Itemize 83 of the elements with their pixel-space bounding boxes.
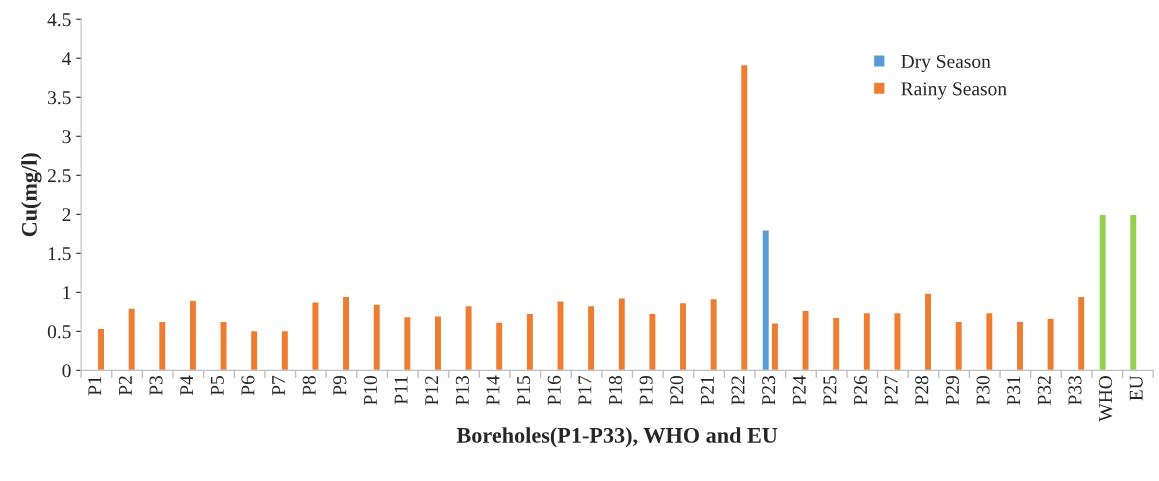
bar <box>739 63 749 371</box>
bar <box>341 295 351 371</box>
x-tick-label: P31 <box>1007 376 1021 405</box>
bar <box>617 297 627 371</box>
x-tick-label: P3 <box>149 375 163 396</box>
bar <box>1015 320 1025 371</box>
bar <box>801 309 810 371</box>
x-tick-label: EU <box>1129 375 1143 401</box>
x-tick-label: P12 <box>425 376 439 405</box>
x-axis-title: Boreholes(P1-P33), WHO and EU <box>456 427 778 448</box>
x-tick-label: P23 <box>762 375 776 405</box>
x-tick-label: P21 <box>700 376 714 405</box>
bar <box>219 320 228 371</box>
x-tick-label: P26 <box>854 375 868 405</box>
y-tick-label: 4.5 <box>47 13 71 27</box>
bar <box>709 297 719 371</box>
bar <box>678 301 688 371</box>
x-tick-label: P18 <box>608 375 623 405</box>
bar <box>954 320 964 371</box>
x-tick-label: P16 <box>547 375 561 405</box>
bar <box>127 307 137 371</box>
y-tick-label: 3 <box>62 130 71 144</box>
y-tick-label: 1.5 <box>48 247 71 261</box>
x-tick-label: P28 <box>915 375 929 405</box>
bar <box>556 300 565 371</box>
bar <box>249 329 259 371</box>
y-tick-label: 2 <box>62 208 71 222</box>
x-tick-label: P8 <box>302 375 316 396</box>
bar <box>157 320 167 371</box>
bar <box>1076 295 1086 371</box>
x-tick-label: P14 <box>486 375 500 405</box>
y-tick-label: 1 <box>63 286 71 300</box>
bar <box>1046 317 1055 371</box>
x-tick-label: P30 <box>976 375 990 405</box>
bar <box>586 304 596 371</box>
x-tick-label: P32 <box>1037 376 1051 405</box>
bar <box>1098 213 1108 371</box>
x-tick-label: P15 <box>517 375 531 405</box>
bar <box>1128 213 1138 371</box>
bar <box>862 311 872 371</box>
bar <box>893 311 902 371</box>
bar <box>831 316 841 371</box>
x-tick-label: P4 <box>180 375 194 396</box>
x-tick-label: P27 <box>884 375 898 405</box>
bar <box>648 312 657 371</box>
bar <box>984 311 994 371</box>
x-tick-label: P24 <box>792 375 806 405</box>
x-tick-label: P22 <box>731 376 745 405</box>
x-tick-label: P25 <box>823 375 837 405</box>
y-tick-label: 2.5 <box>47 169 71 183</box>
x-tick-label: P5 <box>210 375 224 396</box>
x-tick-label: P17 <box>578 375 592 405</box>
x-tick-label: P2 <box>118 376 132 396</box>
x-tick-label: WHO <box>1099 376 1113 422</box>
x-tick-label: P6 <box>241 375 255 396</box>
x-tick-label: P11 <box>394 376 408 405</box>
x-tick-label: P13 <box>455 375 469 405</box>
x-tick-label: P9 <box>333 376 347 396</box>
bar <box>402 315 412 371</box>
bar <box>372 303 382 371</box>
x-tick-label: P1 <box>88 376 102 396</box>
y-tick-label: 4 <box>62 52 72 65</box>
x-tick-label: P29 <box>945 376 959 405</box>
bar <box>525 312 535 371</box>
y-tick-label: 3.5 <box>48 91 71 105</box>
bar <box>188 299 198 371</box>
bar <box>311 301 320 371</box>
bar <box>494 321 504 371</box>
y-tick-label: 0 <box>62 364 71 378</box>
legend-label: Rainy Season <box>901 82 1007 100</box>
bar <box>464 304 473 371</box>
x-tick-label: P10 <box>363 375 377 405</box>
x-tick-label: P20 <box>670 375 684 405</box>
x-tick-label: P19 <box>639 376 653 405</box>
bar <box>923 292 933 371</box>
bar <box>433 315 443 371</box>
bar <box>280 329 290 371</box>
legend-label: Dry Season <box>901 54 991 72</box>
x-tick-label: P33 <box>1068 375 1082 405</box>
bar <box>96 327 106 371</box>
x-tick-label: P7 <box>272 375 285 396</box>
y-tick-label: 0.5 <box>47 325 71 339</box>
y-axis-title: Cu(mg/l) <box>21 153 42 237</box>
